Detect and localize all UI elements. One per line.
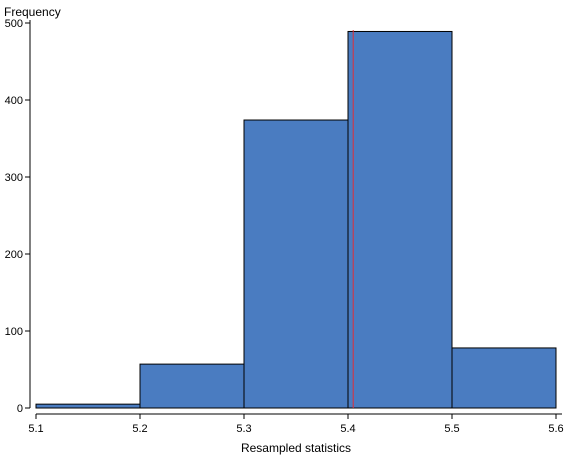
bars-group <box>35 30 557 409</box>
y-tick-label: 500 <box>5 18 23 30</box>
x-tick-label: 5.3 <box>236 423 251 435</box>
y-tick-label: 300 <box>5 172 23 184</box>
histogram-bar-1 <box>139 363 245 409</box>
y-axis-title: Frequency <box>4 5 61 19</box>
y-tick-label: 200 <box>5 249 23 261</box>
x-tick-label: 5.2 <box>132 423 147 435</box>
y-tick-label: 0 <box>17 403 23 415</box>
axes-group: 5.1 5.2 5.3 5.4 5.5 5.6 0 100 200 300 400 500 <box>5 18 564 435</box>
x-tick-label: 5.4 <box>340 423 355 435</box>
histogram-bar-2 <box>243 119 349 409</box>
y-tick-label: 400 <box>5 95 23 107</box>
x-tick-label: 5.5 <box>444 423 459 435</box>
x-tick-label: 5.1 <box>28 423 43 435</box>
x-tick-label: 5.6 <box>548 423 563 435</box>
histogram-bar-0 <box>35 403 141 409</box>
histogram-bar-4 <box>451 347 557 409</box>
y-tick-label: 100 <box>5 326 23 338</box>
x-axis-title: Resampled statistics <box>241 441 351 455</box>
histogram-bar-3 <box>347 30 453 409</box>
